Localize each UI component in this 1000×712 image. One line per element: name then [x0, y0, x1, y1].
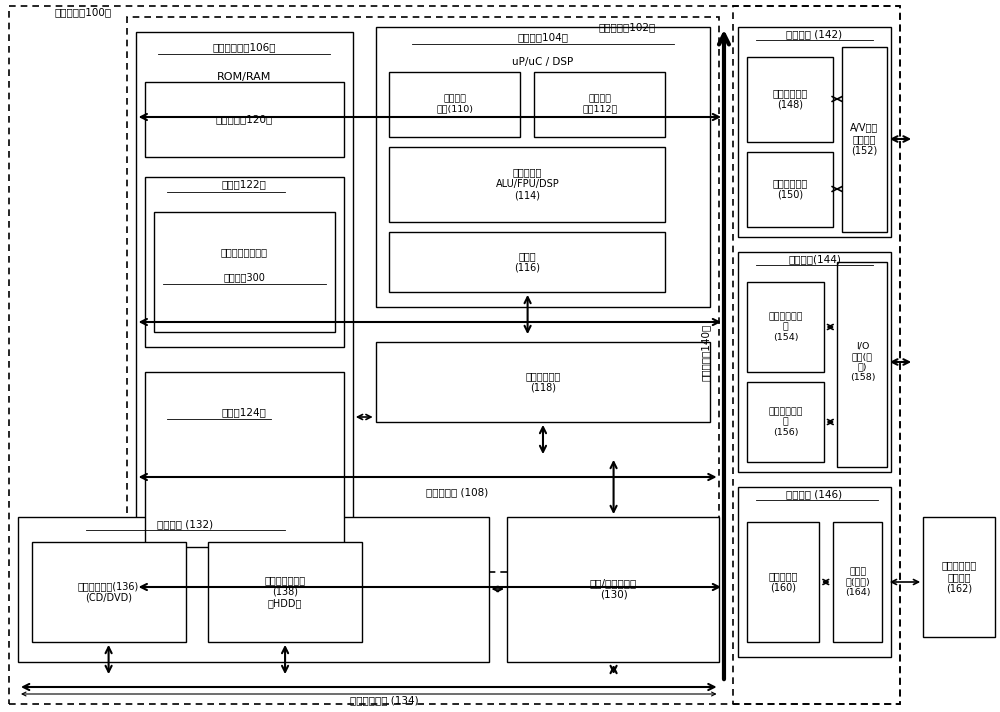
Text: 其他计算设备
（多个）
(162): 其他计算设备 （多个） (162): [942, 560, 977, 594]
Text: 接口总线（140）: 接口总线（140）: [701, 323, 711, 381]
Text: 应用（122）: 应用（122）: [222, 179, 267, 189]
Bar: [747, 152, 833, 227]
Text: I/O
端口(多
个)
(158): I/O 端口(多 个) (158): [850, 342, 875, 382]
Bar: [208, 542, 362, 642]
Bar: [136, 32, 353, 557]
Text: 可移除储存器(136)
(CD/DVD): 可移除储存器(136) (CD/DVD): [78, 581, 139, 603]
Bar: [32, 542, 186, 642]
Bar: [507, 517, 719, 662]
Text: 存储器控制器
(118): 存储器控制器 (118): [525, 371, 561, 393]
Bar: [747, 522, 819, 642]
Text: 存储器总线 (108): 存储器总线 (108): [426, 487, 488, 497]
Text: uP/uC / DSP: uP/uC / DSP: [512, 57, 574, 67]
Text: 通信设备 (146): 通信设备 (146): [786, 489, 843, 499]
Bar: [747, 282, 824, 372]
Text: 系统存储器（106）: 系统存储器（106）: [213, 42, 276, 52]
Bar: [833, 522, 882, 642]
Text: 部署装置300: 部署装置300: [223, 272, 265, 282]
Text: 并行接口控制
器
(156): 并行接口控制 器 (156): [768, 407, 803, 437]
Bar: [145, 372, 344, 547]
Text: 输出设备 (142): 输出设备 (142): [786, 29, 843, 39]
Text: 储存接口总线 (134): 储存接口总线 (134): [350, 695, 419, 705]
Bar: [145, 177, 344, 347]
Text: 基本配置（102）: 基本配置（102）: [599, 22, 656, 32]
Text: 处理器核心
ALU/FPU/DSP
(114): 处理器核心 ALU/FPU/DSP (114): [496, 167, 559, 201]
Bar: [376, 27, 710, 307]
Text: 网络控制器
(160): 网络控制器 (160): [768, 571, 797, 593]
Bar: [18, 517, 489, 662]
Bar: [154, 212, 335, 332]
Text: 串行接口控制
器
(154): 串行接口控制 器 (154): [768, 312, 803, 342]
Bar: [9, 6, 900, 704]
Text: 分布式供电系统的: 分布式供电系统的: [221, 247, 268, 257]
Bar: [923, 517, 995, 637]
Text: 寄存器
(116): 寄存器 (116): [515, 251, 541, 273]
Text: 不可移除储存器
(138)
（HDD）: 不可移除储存器 (138) （HDD）: [265, 575, 306, 609]
Bar: [842, 47, 887, 232]
Text: 总线/接口控制器
(130): 总线/接口控制器 (130): [590, 578, 637, 600]
Text: A/V端口
（多个）
(152): A/V端口 （多个） (152): [850, 122, 878, 156]
Text: 操作系统（120）: 操作系统（120）: [216, 114, 273, 124]
Bar: [127, 17, 719, 572]
Text: 音频处理单元
(150): 音频处理单元 (150): [772, 178, 808, 200]
Bar: [733, 6, 900, 704]
Text: 处理器（104）: 处理器（104）: [517, 32, 568, 42]
Text: 二级高速
缓（112）: 二级高速 缓（112）: [582, 94, 618, 114]
Bar: [534, 72, 665, 137]
Bar: [837, 262, 887, 467]
Text: 通信端
口(多个)
(164): 通信端 口(多个) (164): [845, 567, 871, 597]
Text: 计算设备（100）: 计算设备（100）: [54, 7, 111, 17]
Bar: [738, 487, 891, 657]
Text: 数据（124）: 数据（124）: [222, 407, 267, 417]
Text: 外围接口(144): 外围接口(144): [788, 254, 841, 264]
Text: 储存设备 (132): 储存设备 (132): [157, 519, 214, 529]
Bar: [738, 27, 891, 237]
Text: ROM/RAM: ROM/RAM: [217, 72, 272, 82]
Bar: [389, 72, 520, 137]
Bar: [747, 382, 824, 462]
Bar: [145, 82, 344, 157]
Bar: [747, 57, 833, 142]
Bar: [389, 147, 665, 222]
Text: 图像处理单元
(148): 图像处理单元 (148): [772, 88, 808, 110]
Bar: [376, 342, 710, 422]
Bar: [389, 232, 665, 292]
Text: 一级高速
缓存(110): 一级高速 缓存(110): [437, 94, 474, 114]
Bar: [738, 252, 891, 472]
